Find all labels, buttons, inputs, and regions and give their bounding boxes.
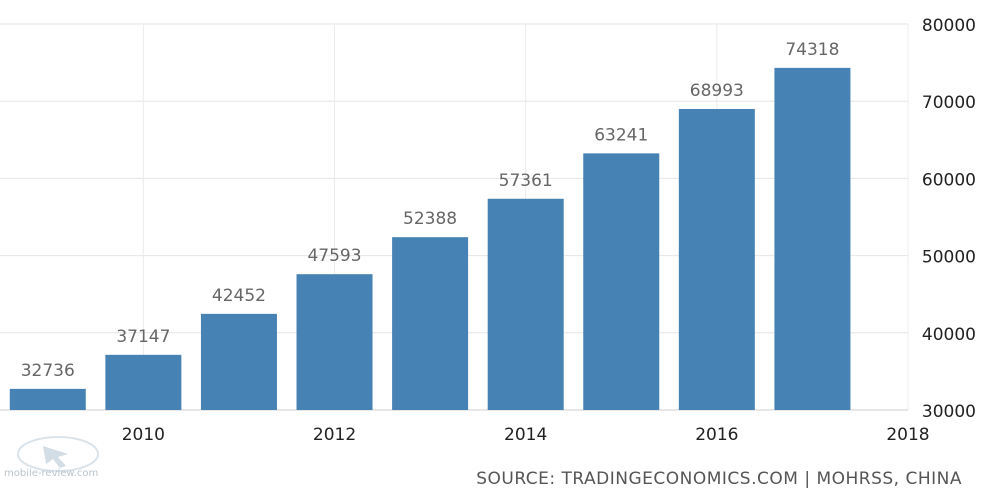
data-label-2017: 74318	[785, 40, 839, 60]
source-attribution: SOURCE: TRADINGECONOMICS.COM | MOHRSS, C…	[476, 469, 962, 489]
bar-2010	[105, 354, 182, 410]
data-labels-group: 32736 37147 42452 47593 52388 57361 63241 68993…	[21, 40, 840, 381]
bars-group	[9, 67, 851, 411]
data-label-2013: 52388	[403, 209, 457, 229]
bar-2009	[9, 388, 86, 410]
y-tick-label: 50000	[922, 248, 976, 268]
y-tick-label: 80000	[922, 16, 976, 36]
x-tick-label: 2012	[313, 425, 356, 445]
y-tick-label: 70000	[922, 93, 976, 113]
bar-2014	[487, 198, 564, 410]
data-label-2015: 63241	[594, 125, 648, 145]
data-label-2012: 47593	[307, 246, 361, 266]
x-tick-label: 2016	[695, 425, 738, 445]
bar-2017	[774, 67, 851, 410]
data-label-2009: 32736	[21, 361, 75, 381]
watermark-text: mobile-review.com	[4, 468, 99, 479]
bar-2011	[200, 313, 277, 410]
x-tick-label: 2010	[122, 425, 165, 445]
bar-2013	[392, 237, 469, 410]
data-label-2016: 68993	[690, 81, 744, 101]
y-axis-ticks: 30000 40000 50000 60000 70000 80000	[922, 16, 976, 422]
y-tick-label: 30000	[922, 402, 976, 422]
bar-2016	[678, 108, 755, 411]
data-label-2014: 57361	[499, 171, 553, 191]
data-label-2011: 42452	[212, 286, 266, 306]
bar-2012	[296, 274, 373, 410]
watermark-logo-icon	[17, 436, 99, 472]
y-tick-label: 60000	[922, 170, 976, 190]
x-tick-label: 2014	[504, 425, 547, 445]
y-tick-label: 40000	[922, 325, 976, 345]
x-tick-label: 2018	[886, 425, 929, 445]
bar-2015	[583, 153, 660, 410]
x-axis-ticks: 2010 2012 2014 2016 2018	[122, 425, 930, 445]
data-label-2010: 37147	[116, 327, 170, 347]
